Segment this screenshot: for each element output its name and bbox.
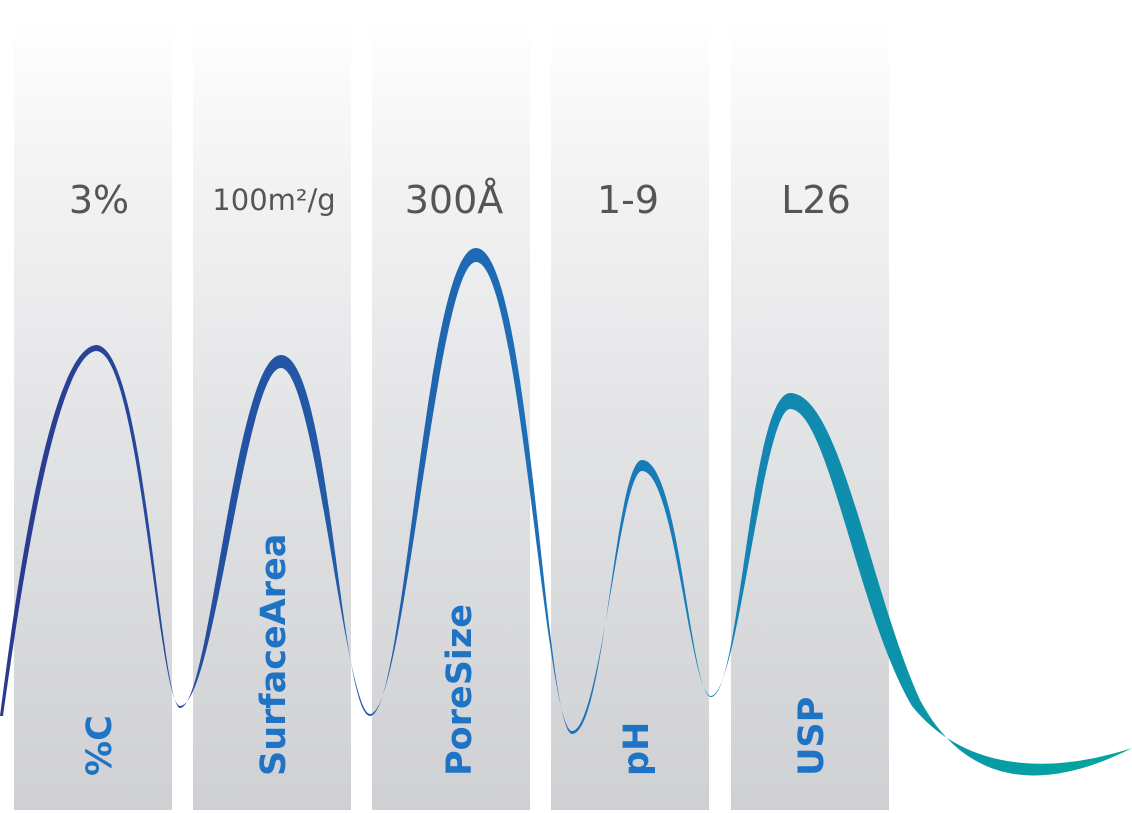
value-pore-size: 300Å bbox=[404, 178, 504, 222]
value-ph: 1-9 bbox=[596, 178, 660, 222]
parameter-carbon-load: %C bbox=[80, 715, 120, 776]
wave-band bbox=[0, 248, 1132, 776]
column-surface-area bbox=[193, 18, 351, 810]
parameter-usp: USP bbox=[792, 696, 832, 776]
value-surface-area: 100m²/g bbox=[212, 183, 336, 217]
value-usp: L26 bbox=[781, 178, 851, 222]
parameter-pore-size: PoreSize bbox=[440, 603, 480, 776]
column-carbon-load bbox=[14, 18, 172, 810]
parameter-surface-area: SurfaceArea bbox=[254, 533, 294, 776]
parameter-ph: pH bbox=[617, 721, 657, 776]
value-carbon-load: 3% bbox=[68, 178, 130, 222]
column-pore-size bbox=[372, 18, 530, 810]
column-ph bbox=[551, 18, 709, 810]
